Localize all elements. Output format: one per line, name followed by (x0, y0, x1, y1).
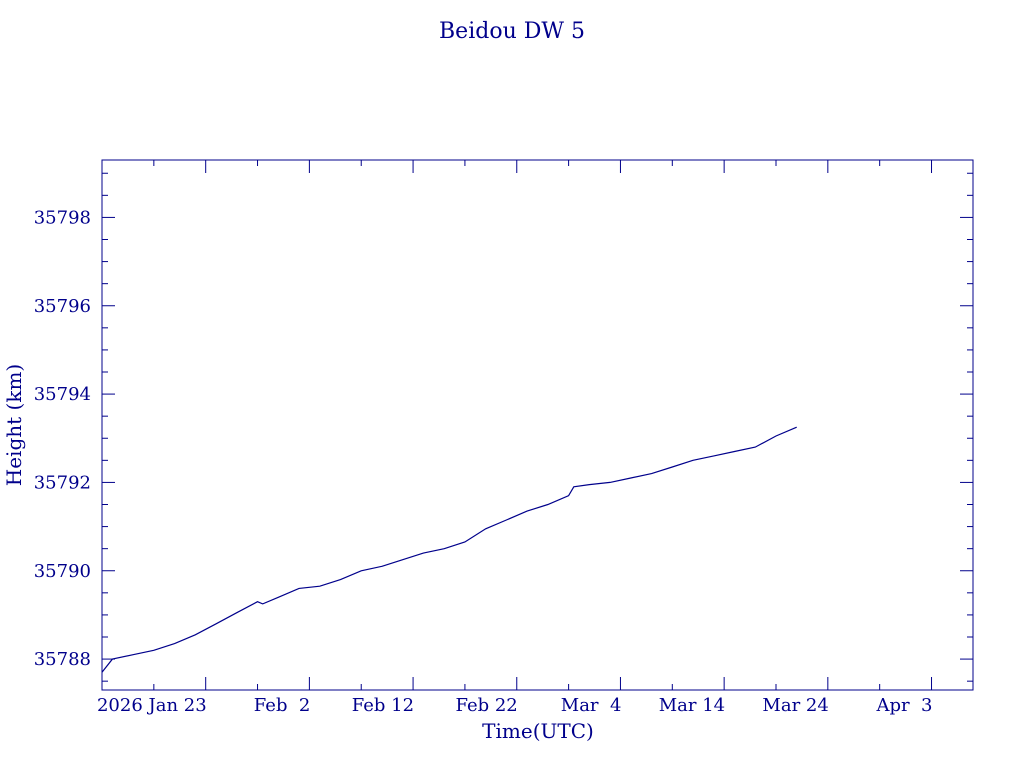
x-tick-label: 2026 Jan 23 (97, 695, 207, 716)
y-axis: 35788 35790 35792 35794 35796 35798 (34, 172, 973, 682)
y-tick-label: 35798 (34, 207, 91, 228)
x-tick-label: Feb 22 (455, 695, 517, 716)
x-tick-label: Mar 4 (561, 695, 622, 716)
x-tick-label: Mar 14 (659, 695, 725, 716)
plot-frame (101, 159, 974, 691)
y-tick-label: 35794 (34, 384, 91, 405)
chart-title: Beidou DW 5 (439, 19, 585, 44)
x-axis: 2026 Jan 23 Feb 2 Feb 12 Feb 22 Mar 4 Mar 14 M… (97, 160, 933, 716)
y-tick-label: 35790 (34, 561, 91, 582)
y-axis-label: Height (km) (2, 364, 26, 486)
y-tick-label: 35788 (34, 649, 91, 670)
y-tick-label: 35796 (34, 296, 91, 317)
y-tick-label: 35792 (34, 472, 91, 493)
x-axis-label: Time(UTC) (482, 719, 594, 743)
x-tick-label: Feb 2 (254, 695, 311, 716)
x-tick-label: Mar 24 (762, 695, 828, 716)
x-tick-label: Apr 3 (875, 695, 932, 716)
series-line (101, 426, 797, 673)
x-tick-label: Feb 12 (352, 695, 414, 716)
